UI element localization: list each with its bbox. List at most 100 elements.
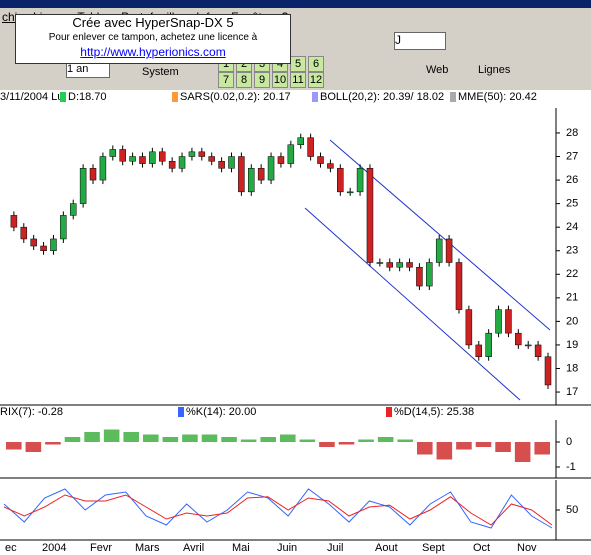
candle xyxy=(99,156,107,181)
trend-channel xyxy=(304,207,521,401)
y-tick-label: 20 xyxy=(566,315,578,327)
bar xyxy=(182,434,198,442)
bar xyxy=(45,442,61,445)
bar xyxy=(495,442,511,452)
x-tick-label: Nov xyxy=(517,542,537,554)
bar xyxy=(299,439,316,442)
watermark: Crée avec HyperSnap-DX 5 Pour enlever ce… xyxy=(15,14,291,64)
candle xyxy=(297,137,304,145)
x-tick-label: Oct xyxy=(473,542,490,554)
watermark-title: Crée avec HyperSnap-DX 5 xyxy=(72,15,234,30)
candle xyxy=(534,344,542,357)
x-tick-label: Mai xyxy=(232,542,250,554)
web-button[interactable]: Web xyxy=(426,64,449,76)
candle xyxy=(307,137,314,157)
y-tick-label: 25 xyxy=(566,198,578,210)
candle xyxy=(129,156,136,162)
candle xyxy=(386,262,393,268)
y-tick-label: 21 xyxy=(566,292,578,304)
x-tick-label: 2004 xyxy=(42,542,66,554)
line xyxy=(3,494,553,526)
y-tick-label: 0 xyxy=(566,436,572,448)
candle xyxy=(10,215,18,228)
bar xyxy=(436,442,453,460)
candle xyxy=(248,168,255,193)
candle xyxy=(228,156,235,169)
candle xyxy=(159,151,166,162)
candle xyxy=(267,156,275,181)
legend-entry: BOLL(20,2): 20.39/ 18.02 xyxy=(320,91,444,103)
y-tick-label: 19 xyxy=(566,339,578,351)
bar xyxy=(417,442,433,455)
bar xyxy=(221,437,237,442)
x-tick-label: Juil xyxy=(327,542,344,554)
bar xyxy=(143,434,159,442)
period-button[interactable]: 10 xyxy=(272,72,288,88)
candle xyxy=(475,344,483,357)
symbol-box[interactable]: J xyxy=(394,32,446,50)
watermark-link[interactable]: http://www.hyperionics.com xyxy=(80,45,226,59)
candle xyxy=(89,168,97,181)
candle xyxy=(149,151,156,164)
y-tick-label: 28 xyxy=(566,127,578,139)
candle xyxy=(60,215,67,240)
period-button[interactable]: 9 xyxy=(254,72,270,88)
y-tick-label: 18 xyxy=(566,362,578,374)
symbol: J xyxy=(395,33,401,47)
bar xyxy=(514,442,531,462)
y-tick-label: 24 xyxy=(566,221,578,233)
bar xyxy=(162,437,179,442)
period-button[interactable]: 7 xyxy=(218,72,234,88)
candle xyxy=(198,151,206,157)
candle xyxy=(455,262,463,310)
x-tick-label: Aout xyxy=(375,542,398,554)
legend-entry: D:18.70 xyxy=(68,91,107,103)
bar xyxy=(25,442,42,452)
candle xyxy=(317,156,324,164)
candle xyxy=(327,163,334,169)
candle xyxy=(119,149,126,162)
candle xyxy=(495,309,502,334)
legend-entry: RIX(7): -0.28 xyxy=(0,406,63,418)
candle xyxy=(426,262,433,287)
legend-swatch xyxy=(178,407,184,417)
candle xyxy=(396,262,403,268)
y-tick-label: 50 xyxy=(566,504,578,516)
candle xyxy=(178,156,186,169)
period-button[interactable]: 6 xyxy=(308,56,324,72)
candle xyxy=(524,344,532,347)
candle xyxy=(109,149,117,157)
candle xyxy=(40,245,47,251)
candle xyxy=(356,168,364,193)
y-tick-label: 22 xyxy=(566,268,578,280)
period-button[interactable]: 12 xyxy=(308,72,324,88)
candle xyxy=(50,238,57,251)
bar xyxy=(64,437,81,442)
y-tick-label: 17 xyxy=(566,386,578,398)
candle xyxy=(445,238,453,263)
candle xyxy=(188,151,196,157)
x-tick-label: Fevr xyxy=(90,542,112,554)
legend-swatch xyxy=(172,92,178,102)
candle xyxy=(20,226,28,240)
line xyxy=(3,488,553,529)
candle xyxy=(277,156,285,164)
legend-swatch xyxy=(60,92,66,102)
candle xyxy=(366,168,374,263)
trading-system[interactable]: System xyxy=(142,66,179,78)
period-button[interactable]: 11 xyxy=(290,72,306,88)
period-button[interactable]: 5 xyxy=(290,56,306,72)
legend-swatch xyxy=(450,92,456,102)
x-tick-label: ec xyxy=(5,542,17,554)
period-button[interactable]: 8 xyxy=(236,72,252,88)
bar xyxy=(456,442,472,450)
bar xyxy=(534,442,550,455)
candle xyxy=(208,156,215,162)
bar xyxy=(260,437,276,442)
candle xyxy=(544,356,552,386)
candle xyxy=(416,266,423,287)
watermark-text: Pour enlever ce tampon, achetez une lice… xyxy=(48,32,258,43)
x-tick-label: Sept xyxy=(422,542,445,554)
